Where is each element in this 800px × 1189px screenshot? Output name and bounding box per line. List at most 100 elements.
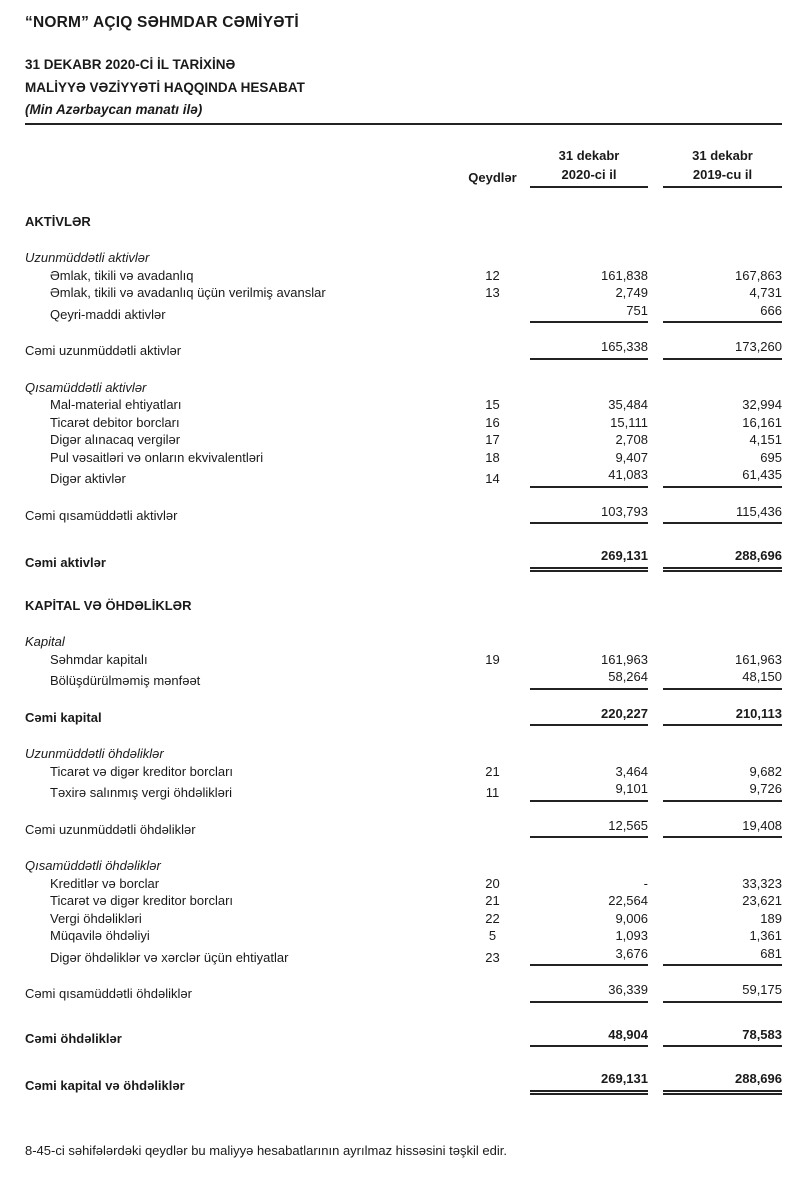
row-label: Qısamüddətli öhdəliklər bbox=[25, 858, 161, 873]
row-label: Uzunmüddətli öhdəliklər bbox=[25, 746, 164, 761]
value-2020: 751 bbox=[530, 302, 648, 323]
value-2020: 220,227 bbox=[530, 705, 648, 726]
note-ref: 11 bbox=[485, 785, 500, 800]
statement-row-total: Cəmi öhdəliklər 48,904 78,583 bbox=[25, 1026, 782, 1047]
row-label: KAPİTAL VƏ ÖHDƏLİKLƏR bbox=[25, 597, 192, 613]
statement-row-item: Ticarət debitor borcları 16 15,111 16,161 bbox=[25, 414, 782, 432]
note-ref: 19 bbox=[485, 651, 500, 667]
row-label: Cəmi öhdəliklər bbox=[25, 1030, 122, 1046]
statement-row-total: Cəmi kapital və öhdəliklər 269,131 288,696 bbox=[25, 1070, 782, 1095]
statement-row-item: Bölüşdürülməmiş mənfəət 58,264 48,150 bbox=[25, 668, 782, 690]
row-label: Əmlak, tikili və avadanlıq bbox=[50, 267, 194, 283]
row-label: Digər öhdəliklər və xərclər üçün ehtiyat… bbox=[50, 949, 289, 965]
row-label: Bölüşdürülməmiş mənfəət bbox=[50, 673, 201, 688]
row-label: Ticarət debitor borcları bbox=[50, 414, 180, 430]
note-ref: 14 bbox=[485, 471, 500, 486]
statement-row-item: Pul vəsaitləri və onların ekvivalentləri… bbox=[25, 449, 782, 467]
value-2019: 32,994 bbox=[742, 397, 782, 412]
value-2020: 161,838 bbox=[601, 267, 648, 283]
row-label: Mal-material ehtiyatları bbox=[50, 397, 182, 412]
statement-rows: AKTİVLƏR Uzunmüddətli aktivlər Əmlak, tiki… bbox=[25, 213, 782, 1095]
row-label: Qeyri-maddi aktivlər bbox=[50, 306, 166, 322]
statement-row-group: Kapital bbox=[25, 633, 782, 651]
column-header-2019-line1: 31 dekabr bbox=[692, 147, 753, 163]
statement-row-item: Vergi öhdəlikləri 22 9,006 189 bbox=[25, 910, 782, 928]
statement-row-total: Cəmi uzunmüddətli öhdəliklər 12,565 19,408 bbox=[25, 817, 782, 838]
units-note: (Min Azərbaycan manatı ilə) bbox=[25, 102, 203, 117]
value-2019: 666 bbox=[663, 302, 782, 323]
value-2019: 288,696 bbox=[663, 547, 782, 572]
statement-row-group: Uzunmüddətli aktivlər bbox=[25, 249, 782, 267]
value-2020: 2,708 bbox=[615, 432, 648, 447]
value-2020: 41,083 bbox=[530, 466, 648, 488]
value-2019: 1,361 bbox=[749, 928, 782, 943]
statement-row-item: Təxirə salınmış vergi öhdəlikləri 11 9,101… bbox=[25, 780, 782, 802]
statement-row-section: KAPİTAL VƏ ÖHDƏLİKLƏR bbox=[25, 597, 782, 615]
statement-row-item: Ticarət və digər kreditor borcları 21 22,5… bbox=[25, 892, 782, 910]
row-label: Cəmi uzunmüddətli aktivlər bbox=[25, 343, 182, 358]
value-2019: 115,436 bbox=[663, 503, 782, 524]
value-2019: 695 bbox=[760, 449, 782, 465]
statement-row-total: Cəmi qısamüddətli öhdəliklər 36,339 59,175 bbox=[25, 981, 782, 1003]
statement-row-item: Digər öhdəliklər və xərclər üçün ehtiyat… bbox=[25, 945, 782, 966]
value-2019: 161,963 bbox=[735, 651, 782, 667]
value-2019: 59,175 bbox=[663, 981, 782, 1003]
value-2019: 167,863 bbox=[735, 267, 782, 283]
column-header-2020: 31 dekabr 2020-ci il bbox=[530, 146, 648, 188]
row-label: Cəmi aktivlər bbox=[25, 555, 106, 570]
footer-note: 8-45-ci səhifələrdəki qeydlər bu maliyyə… bbox=[25, 1142, 507, 1158]
note-ref: 20 bbox=[485, 875, 500, 891]
statement-row-item: Qeyri-maddi aktivlər 751 666 bbox=[25, 302, 782, 323]
value-2020: 165,338 bbox=[530, 338, 648, 360]
column-header-2019: 31 dekabr 2019-cu il bbox=[663, 146, 782, 188]
value-2020: 48,904 bbox=[530, 1026, 648, 1047]
statement-row-item: Digər aktivlər 14 41,083 61,435 bbox=[25, 466, 782, 488]
statement-row-item: Əmlak, tikili və avadanlıq 12 161,838 167,8… bbox=[25, 267, 782, 285]
value-2020: 3,676 bbox=[530, 945, 648, 966]
value-2019: 16,161 bbox=[742, 414, 782, 430]
value-2020: 269,131 bbox=[530, 547, 648, 572]
row-label: Ticarət və digər kreditor borcları bbox=[50, 893, 234, 908]
statement-row-item: Digər alınacaq vergilər 17 2,708 4,151 bbox=[25, 431, 782, 449]
value-2019: 4,731 bbox=[749, 285, 782, 300]
note-ref: 18 bbox=[485, 449, 500, 465]
note-ref: 13 bbox=[485, 285, 500, 300]
value-2019: 9,726 bbox=[663, 780, 782, 802]
statement-row-total: Cəmi aktivlər 269,131 288,696 bbox=[25, 547, 782, 572]
statement-row-group: Uzunmüddətli öhdəliklər bbox=[25, 745, 782, 763]
row-label: Kapital bbox=[25, 634, 65, 649]
value-2019: 33,323 bbox=[742, 875, 782, 891]
note-ref: 21 bbox=[485, 893, 500, 908]
value-2019: 23,621 bbox=[742, 893, 782, 908]
row-label: Qısamüddətli aktivlər bbox=[25, 379, 147, 395]
statement-row-item: Ticarət və digər kreditor borcları 21 3,46… bbox=[25, 763, 782, 781]
value-2020: 35,484 bbox=[608, 397, 648, 412]
value-2019: 210,113 bbox=[663, 705, 782, 726]
row-label: Pul vəsaitləri və onların ekvivalentləri bbox=[50, 449, 264, 465]
note-ref: 16 bbox=[485, 414, 500, 430]
note-ref: 5 bbox=[488, 928, 497, 943]
column-header-2019-line2: 2019-cu il bbox=[692, 166, 753, 182]
value-2019: 288,696 bbox=[663, 1070, 782, 1095]
row-label: Kreditlər və borclar bbox=[50, 875, 160, 891]
value-2019: 61,435 bbox=[663, 466, 782, 488]
notes-column-header: Qeydlər bbox=[468, 169, 517, 185]
row-label: Cəmi qısamüddətli aktivlər bbox=[25, 507, 178, 523]
row-label: Cəmi kapital bbox=[25, 709, 102, 725]
report-date-line: 31 DEKABR 2020-Cİ İL TARİXİNƏ bbox=[25, 57, 236, 72]
value-2020: - bbox=[643, 875, 648, 891]
row-label: Cəmi kapital və öhdəliklər bbox=[25, 1078, 185, 1093]
statement-row-item: Mal-material ehtiyatları 15 35,484 32,994 bbox=[25, 396, 782, 414]
value-2020: 3,464 bbox=[615, 763, 648, 779]
value-2020: 1,093 bbox=[615, 928, 648, 943]
note-ref: 12 bbox=[485, 267, 500, 283]
row-label: Uzunmüddətli aktivlər bbox=[25, 250, 150, 265]
value-2020: 2,749 bbox=[615, 285, 648, 300]
row-label: Müqavilə öhdəliyi bbox=[50, 928, 150, 943]
note-ref: 21 bbox=[485, 763, 500, 779]
value-2020: 9,407 bbox=[615, 449, 648, 465]
value-2020: 9,006 bbox=[615, 910, 648, 926]
statement-row-item: Müqavilə öhdəliyi 5 1,093 1,361 bbox=[25, 927, 782, 945]
value-2019: 173,260 bbox=[663, 338, 782, 360]
